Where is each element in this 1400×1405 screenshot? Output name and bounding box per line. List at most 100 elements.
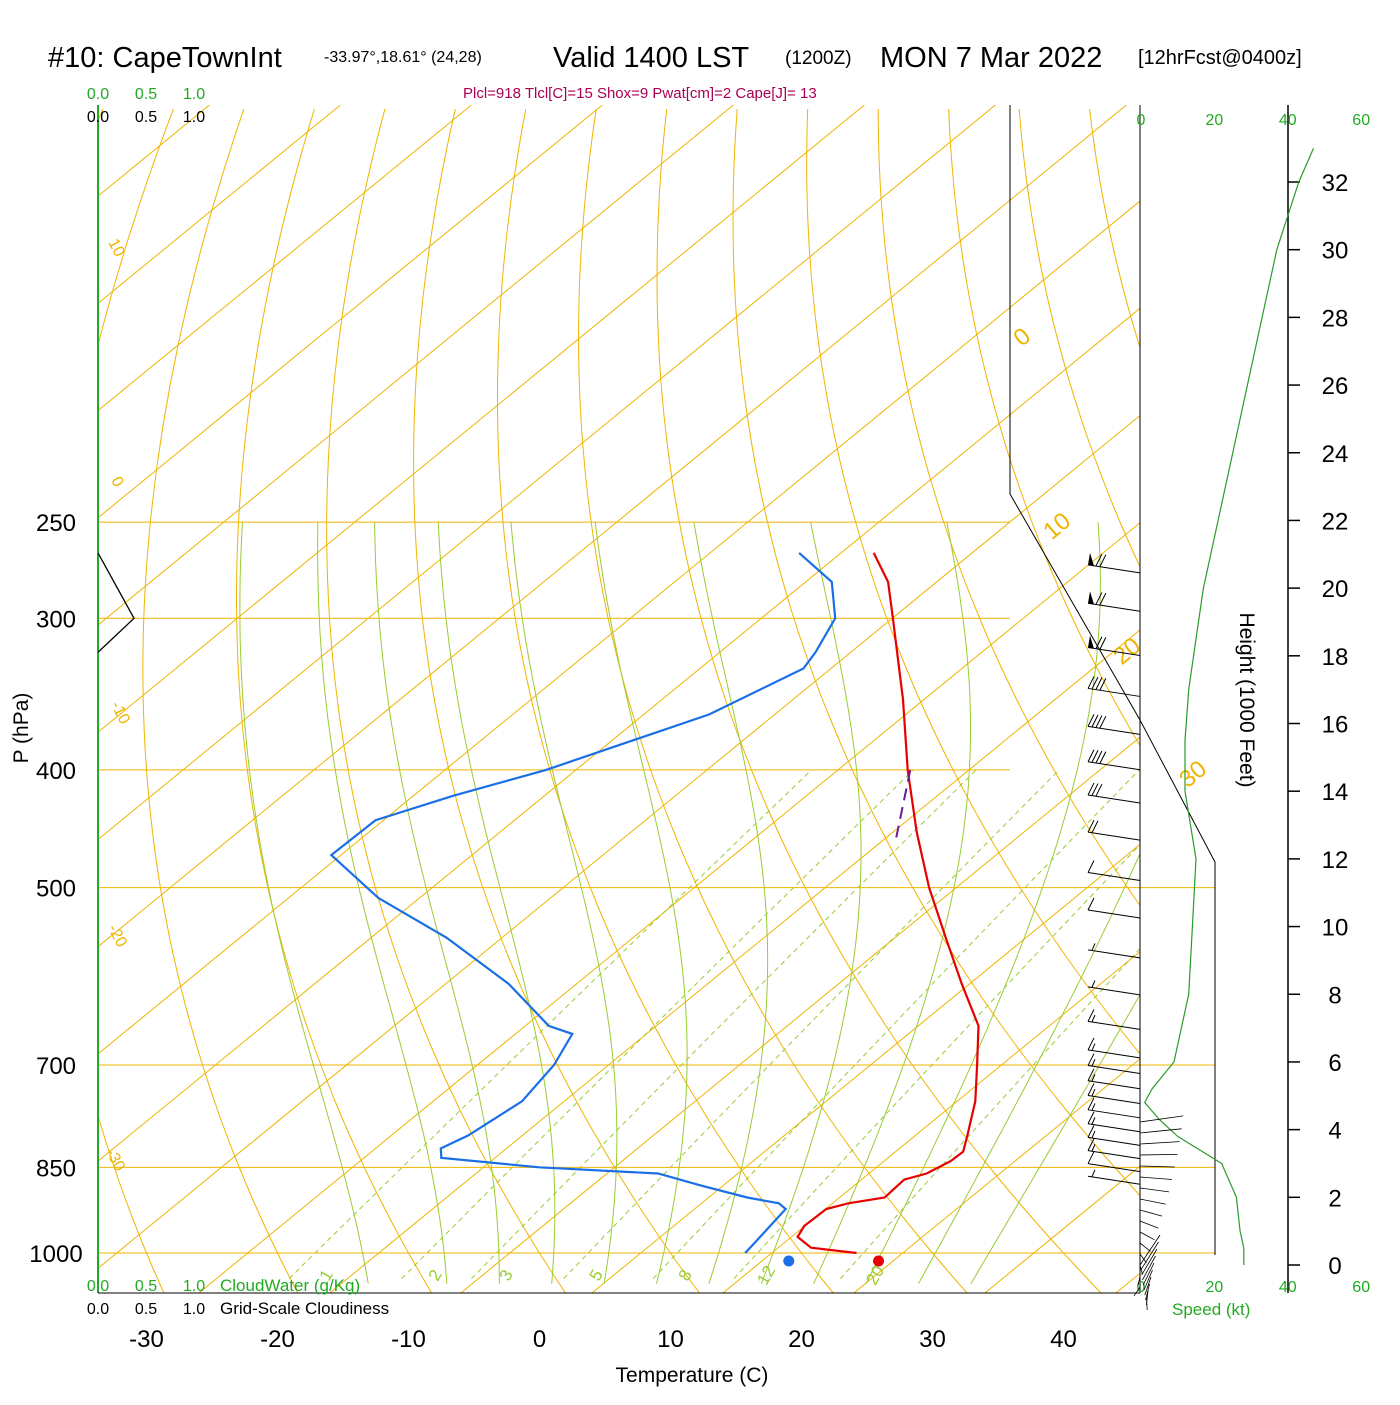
station-coords: -33.97°,18.61° (24,28)	[324, 49, 482, 66]
height-tick-label: 14	[1322, 779, 1349, 806]
valid-date: MON 7 Mar 2022	[880, 42, 1102, 74]
dry-adiabat-line	[949, 109, 1400, 1293]
moist-adiabat-line	[240, 522, 368, 1284]
height-tick-label: 22	[1322, 508, 1349, 535]
temperature-tick-label: 40	[1050, 1326, 1077, 1353]
plot-boundary-line	[1010, 105, 1140, 720]
x-axis-title: Temperature (C)	[616, 1364, 769, 1387]
temperature-tick-label: -30	[129, 1326, 164, 1353]
low-level-wind-line	[1140, 1254, 1146, 1263]
y-axis-title: P (hPa)	[10, 693, 33, 764]
low-level-wind-line	[1140, 1142, 1180, 1144]
wind-barb-staff	[1088, 1151, 1140, 1159]
dry-adiabat-line	[878, 109, 1400, 1293]
height-tick-label: 8	[1328, 982, 1341, 1009]
cloudwater-tick-label: 0.5	[135, 1278, 157, 1295]
wind-barb	[1088, 1009, 1140, 1029]
wind-barb-staff	[1088, 1137, 1140, 1145]
dry-adiabat-label: -30	[102, 1146, 128, 1174]
dry-adiabat-label: -10	[107, 699, 133, 727]
wind-barb-staff	[1088, 950, 1140, 958]
moist-adiabat-line	[971, 522, 1378, 1284]
isotherm-line	[0, 105, 733, 1293]
wind-barb-flag	[1088, 591, 1094, 604]
pressure-tick-label: 400	[36, 758, 76, 785]
speed-tick-label: 40	[1279, 112, 1297, 129]
moist-adiabat-line	[866, 522, 1100, 1284]
cloudwater-tick-label: 1.0	[183, 1278, 205, 1295]
isotherm-line	[1378, 105, 1400, 1293]
wind-barb-half	[1092, 1089, 1095, 1096]
moist-adiabat-line	[761, 522, 861, 1284]
cloudiness-tick-label: 0.5	[135, 1301, 157, 1318]
isobar-lines	[98, 522, 1215, 1253]
wind-barb-full	[1088, 898, 1094, 910]
cloudwater-tick-label: 1.0	[183, 86, 205, 103]
low-level-wind-line	[1140, 1232, 1155, 1240]
wind-barb-staff	[1088, 603, 1140, 611]
isotherm-line	[985, 105, 1400, 1293]
height-tick-label: 12	[1322, 847, 1349, 874]
valid-time: Valid 1400 LST	[553, 42, 749, 74]
dry-adiabat-line	[657, 109, 1101, 1293]
low-level-wind-line	[1140, 1188, 1169, 1192]
wind-barb-staff	[1088, 910, 1140, 918]
dry-adiabat-line	[237, 109, 432, 1293]
isotherm-line	[0, 105, 1126, 1293]
temperature-tick-label: 0	[533, 1326, 546, 1353]
dry-adiabat-label: 30	[1174, 755, 1212, 793]
isotherm-line	[68, 105, 1400, 1293]
mixing-ratio-line	[564, 770, 1059, 1279]
isotherm-line	[0, 105, 340, 1293]
wind-barb-staff	[1088, 1066, 1140, 1074]
speed-tick-label: 0	[1137, 1279, 1146, 1296]
diagram-background-lines	[0, 105, 1400, 1293]
low-level-wind-line	[1140, 1199, 1166, 1204]
cloudwater-tick-label: 0.5	[135, 86, 157, 103]
height-tick-label: 2	[1328, 1185, 1341, 1212]
low-level-wind-line	[1140, 1177, 1172, 1179]
isotherm-line	[199, 105, 1400, 1293]
plot-boundary-line	[1140, 720, 1215, 1255]
height-tick-label: 16	[1322, 712, 1349, 739]
isotherm-line	[461, 105, 1400, 1293]
moist-adiabat-line	[919, 522, 1248, 1284]
dry-adiabat-line	[498, 109, 834, 1293]
wind-barb-staff	[1088, 565, 1140, 573]
wind-barb-half	[1092, 1044, 1095, 1051]
dry-adiabat-line	[1160, 109, 1400, 1293]
dry-adiabat-line	[414, 109, 700, 1293]
dry-adiabat-line	[807, 109, 1369, 1293]
wind-barb	[1088, 591, 1140, 611]
wind-barb-staff	[1088, 1021, 1140, 1029]
height-tick-label: 28	[1322, 305, 1349, 332]
wind-barb-staff	[1088, 688, 1140, 696]
wind-barb	[1088, 1038, 1140, 1058]
valid-zulu: (1200Z)	[785, 48, 852, 69]
isotherm-line	[0, 105, 1388, 1293]
forecast-label: [12hrFcst@0400z]	[1138, 47, 1302, 69]
temperature-profile-line	[798, 553, 979, 1253]
dry-adiabat-line	[1372, 109, 1400, 1293]
wind-barb-half	[1092, 1144, 1095, 1151]
isotherm-line	[854, 105, 1400, 1293]
wind-barb	[1088, 898, 1140, 918]
speed-tick-label: 0	[1137, 112, 1146, 129]
wind-barb	[1088, 980, 1140, 994]
speed-axis-title: Speed (kt)	[1172, 1300, 1250, 1319]
height-tick-label: 4	[1328, 1118, 1341, 1145]
low-level-wind-line	[1140, 1129, 1182, 1133]
pressure-tick-label: 300	[36, 606, 76, 633]
temperature-tick-label: -10	[391, 1326, 426, 1353]
cloudiness-tick-label: 0.0	[87, 1301, 109, 1318]
wind-barb-staff	[1088, 1081, 1140, 1089]
right-panel: 0246810121416182022242628303200202040406…	[1088, 112, 1370, 1310]
wind-barb-staff	[1088, 1095, 1140, 1103]
wind-barb-half	[1092, 943, 1095, 950]
cloudiness-profile-line	[98, 553, 134, 652]
temperature-tick-label: 10	[657, 1326, 684, 1353]
wind-barb-staff	[1088, 1176, 1140, 1184]
